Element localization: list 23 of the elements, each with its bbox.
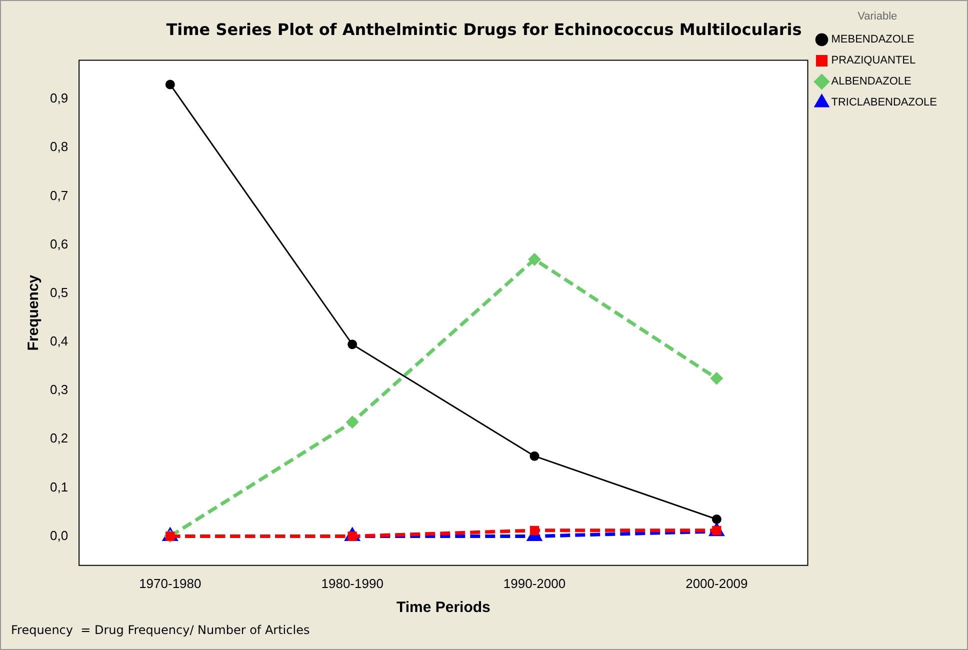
chart-title: Time Series Plot of Anthelmintic Drugs for Echinococcus Multilocularis <box>166 20 802 39</box>
y-tick-label: 0,4 <box>50 334 68 349</box>
legend-label: TRICLABENDAZOLE <box>831 96 938 109</box>
x-tick-label: 1980-1990 <box>321 576 384 591</box>
y-tick-label: 0,5 <box>50 284 68 300</box>
y-tick-label: 0,6 <box>50 236 68 252</box>
y-tick-label: 0,7 <box>50 188 68 203</box>
y-tick-label: 0,0 <box>50 528 68 543</box>
y-tick-label: 0,2 <box>50 430 68 446</box>
x-tick-label: 1970-1980 <box>139 576 202 591</box>
legend-title: Variable <box>858 10 898 23</box>
y-axis-title: Frequency <box>25 274 42 351</box>
legend-label: ALBENDAZOLE <box>831 76 912 88</box>
y-tick-label: 0,1 <box>50 479 68 494</box>
x-tick-label: 1990-2000 <box>503 576 566 591</box>
legend-label: PRAZIQUANTEL <box>831 54 916 67</box>
legend-label: MEBENDAZOLE <box>831 34 914 46</box>
text: Frequency = Drug Frequency/ Number of Articles <box>11 623 310 637</box>
y-tick-label: 0,9 <box>50 90 68 106</box>
x-axis-title: Time Periods <box>396 599 490 616</box>
y-tick-label: 0,8 <box>50 139 68 154</box>
y-tick-label: 0,3 <box>50 382 68 398</box>
x-tick-label: 2000-2009 <box>686 576 748 591</box>
